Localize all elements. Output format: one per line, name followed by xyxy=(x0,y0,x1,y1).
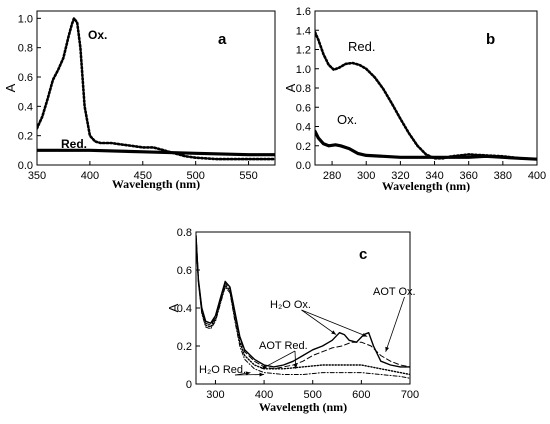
x-tick-label-c: 700 xyxy=(401,389,419,401)
y-tick-label-b: 0.0 xyxy=(296,160,311,172)
x-tick-label-b: 300 xyxy=(357,170,375,182)
y-tick-label-b: 1.6 xyxy=(296,6,311,18)
annotation-arrow-c-1-0 xyxy=(385,296,405,352)
annotation-arrow-c-0-1 xyxy=(301,309,368,337)
x-tick-label-a: 400 xyxy=(81,170,99,182)
y-tick-label-b: 0.4 xyxy=(296,122,311,134)
annotation-c-2: AOT Red. xyxy=(259,340,308,352)
x-tick-label-a: 450 xyxy=(134,170,152,182)
y-tick-label-b: 1.4 xyxy=(296,25,311,37)
x-tick-label-b: 320 xyxy=(391,170,409,182)
y-tick-label-b: 1.2 xyxy=(296,45,311,57)
x-tick-label-a: 550 xyxy=(239,170,257,182)
y-tick-label-c: 0.6 xyxy=(177,265,192,277)
series-line-c-2 xyxy=(196,235,410,376)
x-axis-label-c: Wavelength (nm) xyxy=(259,400,347,414)
y-tick-label-a: 1.0 xyxy=(18,13,33,25)
annotation-arrowhead-c-2-0 xyxy=(261,364,267,369)
x-axis-label-b: Wavelength (nm) xyxy=(382,179,470,193)
y-tick-label-b: 0.8 xyxy=(296,83,311,95)
x-tick-label-b: 400 xyxy=(528,170,546,182)
series-line-a-1 xyxy=(37,148,275,157)
annotation-a-0: Ox. xyxy=(88,28,107,42)
panel-a-chart: 350 400 450 500 550 0.0 0.2 0.4 0.6 0.8 1.0 Wavelen… xyxy=(3,10,276,191)
y-axis-label-a: A xyxy=(3,83,18,92)
panel-label-b: b xyxy=(486,31,495,48)
annotation-b-0: Red. xyxy=(348,39,375,54)
panel-c-chart: 300 400 500 600 700 0 0.2 0.4 0.6 0.8 Wavelength (… xyxy=(166,227,419,414)
y-axis-label-b: A xyxy=(283,83,298,92)
annotation-arrowhead-c-1-0 xyxy=(385,346,390,352)
y-tick-label-a: 0.4 xyxy=(18,101,33,113)
panel-label-a: a xyxy=(218,31,227,48)
x-tick-label-b: 340 xyxy=(425,170,443,182)
y-tick-label-b: 0.2 xyxy=(296,141,311,153)
y-tick-label-b: 0.6 xyxy=(296,102,311,114)
series-line-b-1 xyxy=(315,129,537,161)
y-tick-label-a: 0.8 xyxy=(18,43,33,55)
annotation-arrowhead-c-2-1 xyxy=(293,364,298,369)
x-tick-label-b: 280 xyxy=(323,170,341,182)
annotation-c-3: H₂O Red. xyxy=(199,364,246,376)
x-tick-label-c: 300 xyxy=(206,389,224,401)
y-tick-label-a: 0.2 xyxy=(18,131,33,143)
y-tick-label-c: 0.2 xyxy=(177,341,192,353)
y-tick-label-c: 0 xyxy=(186,379,192,391)
annotation-b-1: Ox. xyxy=(337,112,357,127)
annotation-arrowhead-c-3-1 xyxy=(259,372,265,377)
x-tick-label-a: 350 xyxy=(28,170,46,182)
x-tick-label-a: 500 xyxy=(186,170,204,182)
plot-frame-a xyxy=(36,10,276,166)
y-tick-label-c: 0.8 xyxy=(177,227,192,239)
panel-b-chart: 280 300 320 340 360 380 400 0.0 0.2 0.4 0.6 0.8 1.0 1… xyxy=(283,6,546,193)
y-tick-label-a: 0.6 xyxy=(18,72,33,84)
series-line-c-3 xyxy=(196,237,410,379)
x-tick-label-b: 360 xyxy=(460,170,478,182)
panel-label-c: c xyxy=(359,246,367,263)
series-line-b-0 xyxy=(315,30,537,161)
annotation-arrowhead-c-0-1 xyxy=(362,332,368,337)
annotation-arrow-c-3-1 xyxy=(234,374,265,376)
x-tick-label-b: 380 xyxy=(494,170,512,182)
y-tick-label-b: 1.0 xyxy=(296,64,311,76)
annotation-arrow-c-0-0 xyxy=(301,309,337,335)
x-tick-label-c: 600 xyxy=(352,389,370,401)
y-axis-label-c: A xyxy=(166,303,181,312)
x-tick-label-c: 400 xyxy=(255,389,273,401)
annotation-c-1: AOT Ox. xyxy=(373,286,416,298)
plot-frame-b xyxy=(314,10,538,166)
y-tick-label-c: 0.4 xyxy=(177,303,192,315)
annotation-arrow-c-2-0 xyxy=(261,350,296,370)
x-axis-label-a: Wavelength (nm) xyxy=(112,177,200,191)
x-tick-label-c: 500 xyxy=(304,389,322,401)
series-line-c-0 xyxy=(196,235,410,368)
y-tick-label-a: 0.0 xyxy=(18,160,33,172)
annotation-arrowhead-c-3-0 xyxy=(245,371,251,376)
annotation-a-1: Red. xyxy=(61,137,87,151)
annotation-arrowhead-c-0-0 xyxy=(331,330,337,335)
annotation-c-0: H₂O Ox. xyxy=(270,299,311,311)
series-line-a-0 xyxy=(37,16,275,161)
